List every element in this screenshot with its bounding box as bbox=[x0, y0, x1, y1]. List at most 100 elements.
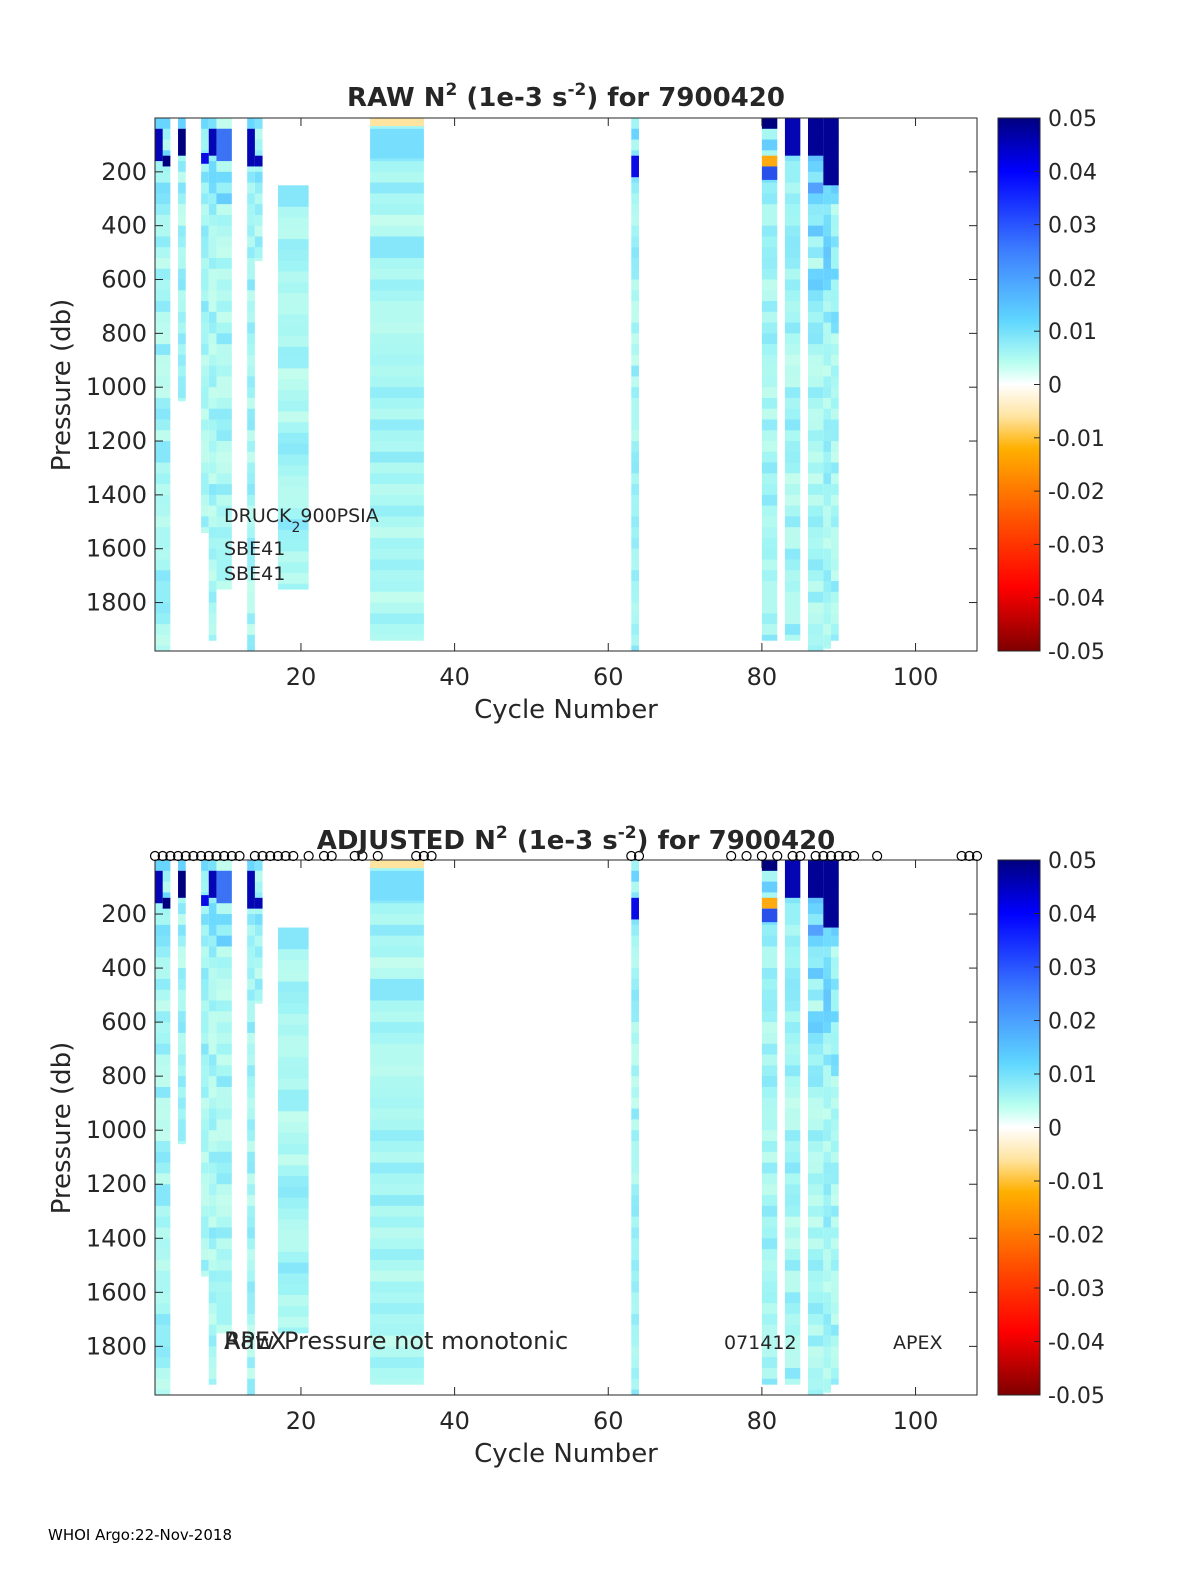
n2-cell bbox=[208, 1162, 217, 1174]
x-tick-label: 80 bbox=[747, 663, 778, 691]
n2-cell bbox=[761, 128, 778, 141]
n2-cell bbox=[208, 860, 217, 872]
raw-colorbar-gradient bbox=[997, 117, 1041, 652]
n2-cell bbox=[208, 150, 217, 162]
n2-cell bbox=[155, 989, 171, 1002]
n2-cell bbox=[247, 118, 255, 130]
n2-cell bbox=[208, 914, 217, 926]
n2-cell bbox=[807, 441, 824, 453]
sensor-annotation: DRUCK2900PSIA bbox=[224, 505, 379, 536]
n2-cell bbox=[155, 1249, 171, 1261]
n2-high-cell bbox=[823, 860, 839, 928]
n2-cell bbox=[761, 1130, 778, 1142]
n2-cell bbox=[831, 225, 839, 237]
n2-cell bbox=[155, 1216, 171, 1228]
n2-cell bbox=[247, 1303, 255, 1315]
n2-cell bbox=[247, 1076, 255, 1088]
n2-cell bbox=[201, 527, 209, 534]
cycle-marker bbox=[787, 850, 798, 862]
y-tick-label: 1800 bbox=[86, 1332, 147, 1360]
n2-cell bbox=[201, 978, 209, 991]
n2-cell bbox=[155, 139, 171, 151]
ctd-annotation-2: SBE41 bbox=[224, 563, 285, 585]
n2-cell bbox=[823, 1130, 832, 1142]
n2-cell bbox=[370, 1032, 424, 1045]
cycle-marker bbox=[226, 850, 237, 862]
n2-cell bbox=[831, 494, 839, 507]
n2-cell bbox=[761, 1259, 778, 1272]
n2-cell bbox=[631, 591, 639, 604]
n2-cell bbox=[277, 970, 309, 983]
n2-cell bbox=[784, 1378, 801, 1385]
n2-cell bbox=[208, 118, 217, 130]
n2-cell bbox=[370, 451, 424, 464]
n2-cell bbox=[823, 1043, 832, 1056]
n2-cell bbox=[831, 397, 839, 410]
n2-cell bbox=[370, 268, 424, 281]
colorbar-tick-label: 0.04 bbox=[1048, 903, 1097, 928]
n2-cell bbox=[823, 1313, 832, 1326]
n2-cell bbox=[277, 1014, 309, 1026]
n2-cell bbox=[178, 1108, 186, 1120]
n2-cell bbox=[831, 1151, 839, 1164]
n2-cell bbox=[178, 989, 186, 1002]
n2-cell bbox=[761, 1324, 778, 1337]
n2-cell bbox=[784, 365, 801, 377]
n2-cell bbox=[208, 1141, 217, 1153]
n2-cell bbox=[761, 1043, 778, 1056]
cycle-marker bbox=[172, 850, 184, 862]
y-tick-label: 1000 bbox=[86, 1116, 147, 1144]
n2-cell bbox=[247, 1270, 255, 1283]
n2-cell bbox=[216, 1281, 232, 1293]
n2-cell bbox=[631, 322, 639, 334]
n2-cell bbox=[201, 1249, 209, 1261]
n2-cell bbox=[807, 257, 824, 270]
n2-cell bbox=[807, 602, 824, 614]
n2-cell bbox=[155, 1130, 171, 1142]
n2-cell bbox=[208, 978, 217, 991]
n2-cell bbox=[247, 570, 255, 582]
n2-cell bbox=[370, 527, 424, 539]
n2-cell bbox=[201, 1032, 209, 1045]
n2-cell bbox=[761, 924, 778, 937]
n2-cell bbox=[807, 1335, 824, 1347]
n2-cell bbox=[761, 1357, 778, 1369]
n2-cell bbox=[178, 311, 186, 324]
n2-cell bbox=[155, 602, 171, 614]
n2-cell bbox=[178, 935, 186, 947]
n2-cell bbox=[631, 376, 639, 388]
n2-cell bbox=[784, 182, 801, 194]
n2-cell bbox=[277, 443, 309, 455]
n2-cell bbox=[155, 968, 171, 980]
n2-cell bbox=[208, 268, 217, 281]
cycle-marker bbox=[157, 850, 168, 862]
n2-cell bbox=[247, 171, 255, 184]
n2-cell bbox=[178, 924, 186, 937]
n2-cell bbox=[831, 1162, 839, 1174]
n2-cell bbox=[761, 548, 778, 560]
n2-cell bbox=[831, 279, 839, 291]
n2-cell bbox=[155, 1086, 171, 1099]
n2-cell bbox=[155, 1097, 171, 1110]
n2-cell bbox=[277, 389, 309, 402]
n2-cell bbox=[254, 881, 263, 893]
n2-cell bbox=[631, 581, 639, 593]
n2-cell bbox=[823, 387, 832, 399]
n2-cell bbox=[247, 1043, 255, 1056]
n2-cell bbox=[831, 204, 839, 216]
n2-cell bbox=[216, 1324, 232, 1334]
n2-cell bbox=[247, 376, 255, 388]
n2-cell bbox=[247, 1022, 255, 1034]
n2-cell bbox=[216, 182, 232, 194]
n2-cell bbox=[784, 441, 801, 453]
n2-cell bbox=[631, 419, 639, 431]
n2-cell bbox=[277, 196, 309, 208]
n2-cell bbox=[277, 519, 309, 531]
cycle-marker bbox=[326, 850, 337, 862]
n2-cell bbox=[277, 1219, 309, 1231]
n2-cell bbox=[277, 529, 309, 542]
n2-cell bbox=[155, 1270, 171, 1283]
n2-cell bbox=[277, 185, 309, 197]
cycle-marker bbox=[971, 850, 983, 862]
n2-cell bbox=[807, 624, 824, 636]
